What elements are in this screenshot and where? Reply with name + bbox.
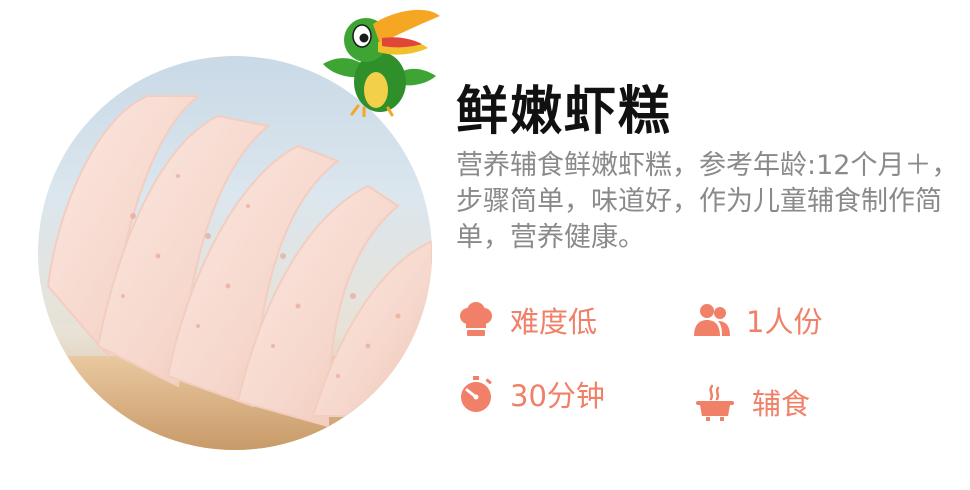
category-label: 辅食 <box>752 387 811 421</box>
difficulty-info: 难度低 <box>456 298 597 342</box>
people-icon <box>694 304 730 336</box>
category-info: 辅食 <box>692 380 810 424</box>
stopwatch-icon <box>461 376 492 412</box>
time-info: 30分钟 <box>456 372 605 416</box>
difficulty-label: 难度低 <box>510 305 598 339</box>
recipe-photo <box>38 56 432 450</box>
cooking-pot-icon <box>696 384 734 421</box>
time-label: 30分钟 <box>510 379 605 413</box>
servings-info: 1人份 <box>692 298 822 342</box>
recipe-title: 鲜嫩虾糕 <box>456 82 673 142</box>
servings-label: 1人份 <box>746 305 823 339</box>
recipe-description: 营养辅食鲜嫩虾糕，参考年龄:12个月＋，步骤简单，味道好，作为儿童辅食制作简单，… <box>456 150 959 253</box>
chef-hat-icon <box>460 302 492 336</box>
toucan-mascot <box>323 9 440 117</box>
